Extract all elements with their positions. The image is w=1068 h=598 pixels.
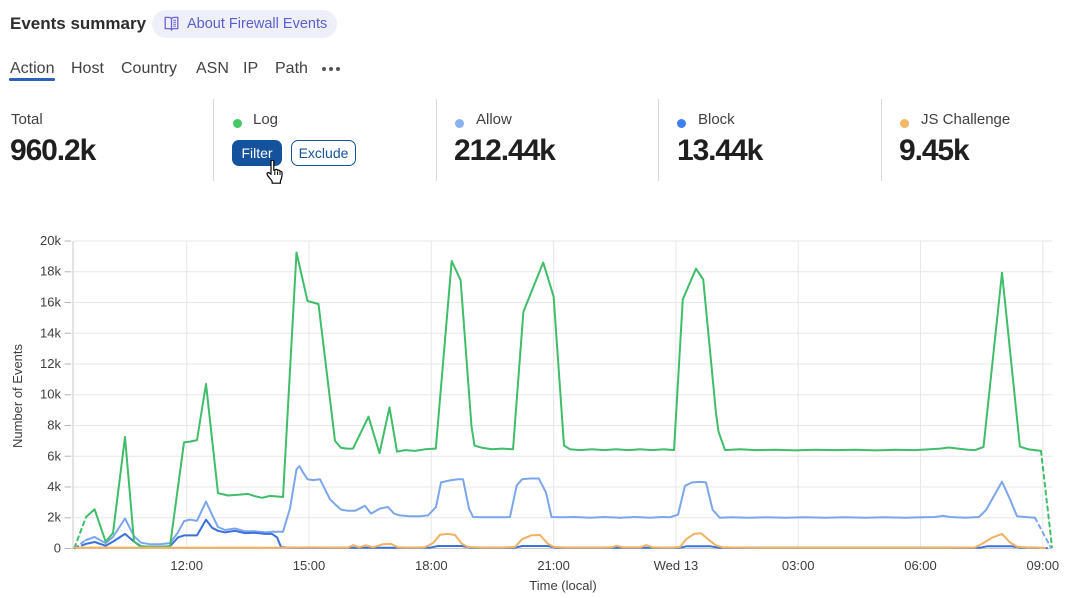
svg-text:12:00: 12:00: [170, 558, 203, 573]
svg-text:0: 0: [54, 541, 61, 556]
svg-text:16k: 16k: [40, 295, 61, 310]
svg-text:4k: 4k: [47, 479, 61, 494]
svg-text:Wed 13: Wed 13: [654, 558, 699, 573]
svg-text:12k: 12k: [40, 356, 61, 371]
svg-text:06:00: 06:00: [904, 558, 937, 573]
svg-text:03:00: 03:00: [782, 558, 815, 573]
svg-text:Time (local): Time (local): [529, 578, 596, 593]
svg-text:18:00: 18:00: [415, 558, 448, 573]
svg-text:6k: 6k: [47, 448, 61, 463]
svg-text:14k: 14k: [40, 325, 61, 340]
svg-text:8k: 8k: [47, 418, 61, 433]
svg-text:10k: 10k: [40, 387, 61, 402]
svg-text:09:00: 09:00: [1027, 558, 1060, 573]
svg-text:18k: 18k: [40, 264, 61, 279]
svg-text:21:00: 21:00: [537, 558, 570, 573]
svg-text:20k: 20k: [40, 233, 61, 248]
svg-text:15:00: 15:00: [293, 558, 326, 573]
svg-text:Number of Events: Number of Events: [10, 343, 25, 448]
svg-text:2k: 2k: [47, 510, 61, 525]
